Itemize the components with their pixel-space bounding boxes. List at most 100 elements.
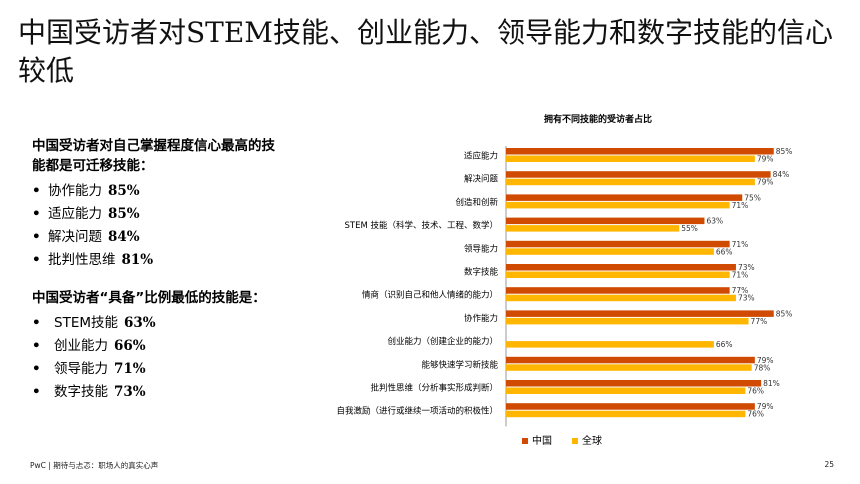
skill-value: 85% — [108, 206, 140, 222]
data-label: 77% — [732, 286, 749, 295]
top-skills-heading: 中国受访者对自己掌握程度信心最高的技能都是可迁移技能： — [32, 138, 275, 174]
skill-name: 批判性思维 — [48, 252, 116, 268]
bar-global — [506, 317, 749, 325]
page-title: 中国受访者对STEM技能、创业能力、领导能力和数字技能的信心较低 — [18, 16, 833, 87]
bullet-icon: • — [32, 338, 41, 354]
chart-title: 拥有不同技能的受访者占比 — [544, 113, 652, 125]
data-label: 71% — [732, 240, 749, 249]
bar-china — [506, 287, 730, 294]
data-label: 73% — [738, 294, 755, 303]
bar-china — [506, 264, 736, 271]
skill-name: 领导能力 — [54, 361, 108, 377]
bullet-icon: • — [32, 384, 41, 400]
top-skills-list: • 协作能力 85% • 适应能力 85% • 解决问题 84% • 批判性思维 81% — [32, 180, 282, 272]
bar-china — [506, 171, 771, 178]
data-label: 77% — [751, 317, 768, 326]
data-label: 84% — [773, 170, 790, 179]
bullet-icon: • — [32, 315, 41, 331]
data-label: 75% — [744, 193, 761, 202]
legend-label: 全球 — [582, 434, 602, 447]
data-label: 73% — [738, 263, 755, 272]
bullet-icon: • — [32, 206, 41, 222]
category-label: 协作能力 — [464, 313, 498, 324]
bar-global — [506, 387, 746, 394]
bar-china — [506, 217, 705, 225]
skill-name: STEM技能 — [54, 315, 118, 331]
category-label: 创造和创新 — [455, 197, 498, 208]
data-label: 81% — [763, 379, 780, 388]
bar-global — [506, 225, 680, 232]
category-label: 创业能力（创建企业的能力） — [387, 336, 498, 347]
category-label: 适应能力 — [464, 151, 498, 162]
bullet-icon: • — [32, 252, 41, 268]
list-item: • 创业能力 66% — [32, 335, 282, 358]
category-label: 批判性思维（分析事实形成判断） — [370, 383, 498, 394]
category-label: 情商（识别自己和他人情绪的能力） — [362, 290, 498, 301]
skill-value: 66% — [114, 338, 146, 354]
data-label: 63% — [706, 217, 723, 226]
list-item: • 协作能力 85% — [32, 180, 282, 203]
data-label: 76% — [747, 387, 764, 396]
list-item: • 适应能力 85% — [32, 203, 282, 226]
data-label: 79% — [757, 356, 774, 365]
bar-china — [506, 356, 755, 364]
list-item: • 批判性思维 81% — [32, 249, 282, 272]
skill-value: 85% — [108, 183, 140, 199]
lowest-skills-list: • STEM技能 63% • 创业能力 66% • 领导能力 71% • 数字技能 73% — [32, 312, 282, 404]
bullet-icon: • — [32, 361, 41, 377]
lowest-skills-heading: 中国受访者“具备”比例最低的技能是： — [32, 290, 266, 306]
bar-global — [506, 341, 714, 348]
legend-label: 中国 — [532, 434, 552, 447]
category-label: 解决问题 — [464, 174, 499, 185]
category-label: STEM 技能（科学、技术、工程、数学） — [345, 220, 499, 231]
skill-name: 创业能力 — [54, 338, 108, 354]
data-label: 79% — [757, 155, 774, 164]
bar-china — [506, 148, 774, 155]
bar-china — [506, 403, 755, 410]
skill-name: 适应能力 — [48, 206, 102, 222]
skill-value: 81% — [121, 252, 154, 268]
category-label: 自我激励（进行或继续一项活动的积极性） — [336, 406, 498, 417]
data-label: 85% — [776, 147, 793, 156]
category-label: 能够快速学习新技能 — [421, 359, 498, 370]
legend-swatch — [572, 438, 578, 444]
data-label: 66% — [716, 340, 733, 349]
data-label: 66% — [716, 247, 733, 256]
skill-name: 解决问题 — [48, 229, 102, 245]
list-item: • 领导能力 71% — [32, 358, 282, 381]
chart-legend: 中国 全球 — [522, 434, 602, 447]
bar-global — [506, 271, 730, 278]
data-label: 79% — [757, 178, 774, 187]
data-label: 85% — [776, 309, 793, 318]
footer-source: PwC | 期待与忐忑：职场人的真实心声 — [30, 461, 159, 470]
skill-value: 71% — [114, 361, 146, 377]
bar-global — [506, 178, 755, 186]
data-label: 55% — [681, 224, 698, 233]
list-item: • 数字技能 73% — [32, 381, 282, 404]
bar-global — [506, 294, 736, 302]
bar-global — [506, 201, 730, 209]
data-label: 78% — [754, 363, 771, 372]
data-label: 71% — [732, 201, 749, 210]
data-label: 71% — [732, 271, 749, 280]
chart-body: 适应能力 85%79%解决问题 84%79%创造和创新 75%71%STEM 技能（科… — [336, 146, 793, 427]
bar-china — [506, 240, 730, 248]
skill-name: 数字技能 — [54, 384, 108, 400]
legend-swatch — [522, 438, 528, 444]
bar-china — [506, 310, 774, 317]
lowest-skills-block: 中国受访者“具备”比例最低的技能是： • STEM技能 63% • 创业能力 66% •… — [32, 288, 282, 404]
page-number: 25 — [824, 460, 834, 469]
list-item: • STEM技能 63% — [32, 312, 282, 335]
category-label: 数字技能 — [464, 267, 499, 278]
data-label: 76% — [747, 410, 764, 419]
skill-value: 63% — [124, 315, 156, 331]
category-label: 领导能力 — [464, 243, 498, 254]
top-skills-block: 中国受访者对自己掌握程度信心最高的技能都是可迁移技能： • 协作能力 85% • 适应… — [32, 136, 282, 272]
bar-china — [506, 194, 743, 201]
bar-global — [506, 248, 714, 255]
data-label: 79% — [757, 402, 774, 411]
bullet-icon: • — [32, 229, 41, 245]
skill-value: 73% — [114, 384, 146, 400]
skill-value: 84% — [108, 229, 140, 245]
